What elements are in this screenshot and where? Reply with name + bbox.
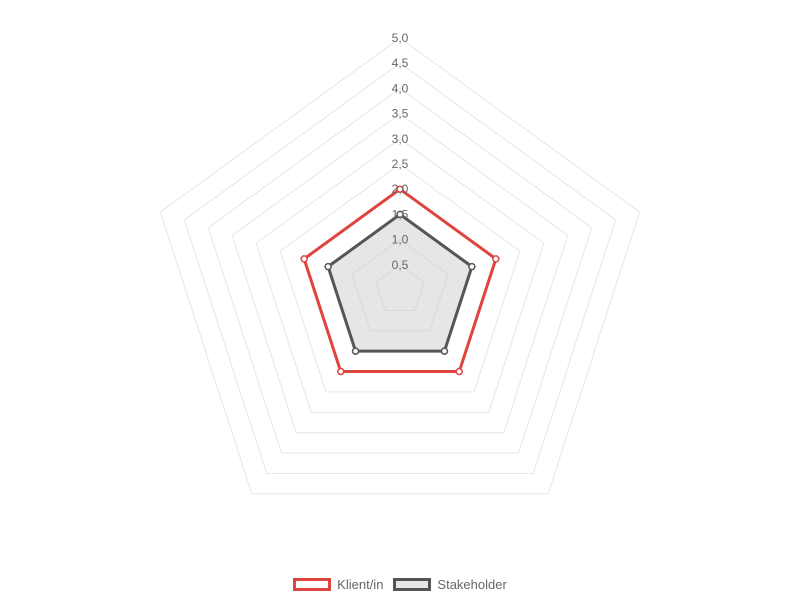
grid-ring-8 <box>207 87 593 454</box>
grid-ring-5 <box>279 163 521 393</box>
tick-label-8: 4,5 <box>392 56 409 70</box>
grid-ring-1 <box>375 264 425 311</box>
series-line-1 <box>326 212 474 353</box>
series-0-point-0 <box>396 185 404 193</box>
radar-series <box>300 185 500 376</box>
legend-label-klient: Klient/in <box>337 576 384 592</box>
grid-ring-7 <box>231 112 569 434</box>
tick-label-2: 1,5 <box>392 207 409 221</box>
series-1-point-4 <box>324 262 332 271</box>
series-1-point-2 <box>440 347 449 355</box>
grid-ring-10 <box>159 37 641 495</box>
grid-ring-9 <box>183 62 617 474</box>
tick-label-1: 1,0 <box>392 233 409 247</box>
tick-label-4: 2,5 <box>392 157 409 171</box>
series-1-point-0 <box>396 210 404 219</box>
tick-label-3: 2,0 <box>392 182 409 196</box>
legend-swatch-stakeholder <box>393 577 432 591</box>
legend-item-stakeholder[interactable]: Stakeholder <box>393 576 507 592</box>
legend-label-stakeholder: Stakeholder <box>437 576 507 592</box>
tick-label-0: 0,5 <box>392 258 409 272</box>
series-0-point-3 <box>337 367 345 376</box>
grid-ring-2 <box>351 238 449 332</box>
tick-label-5: 3,0 <box>392 132 409 146</box>
radar-tick-labels: 0,5 1,0 1,5 2,0 2,5 3,0 3,5 4,0 4,5 5,0 <box>392 31 409 272</box>
series-1-point-1 <box>468 262 476 271</box>
series-1-point-3 <box>351 347 360 355</box>
tick-label-9: 5,0 <box>392 31 409 45</box>
legend: Klient/in Stakeholder <box>0 572 800 596</box>
series-line-0 <box>302 187 498 374</box>
tick-label-6: 3,5 <box>392 107 409 121</box>
grid-ring-6 <box>255 138 545 413</box>
series-0-point-4 <box>300 255 308 263</box>
legend-swatch-klient <box>293 577 332 591</box>
series-0-point-1 <box>492 255 500 263</box>
tick-label-7: 4,0 <box>392 81 409 95</box>
legend-item-klient[interactable]: Klient/in <box>293 577 383 592</box>
series-0-point-2 <box>455 367 463 376</box>
